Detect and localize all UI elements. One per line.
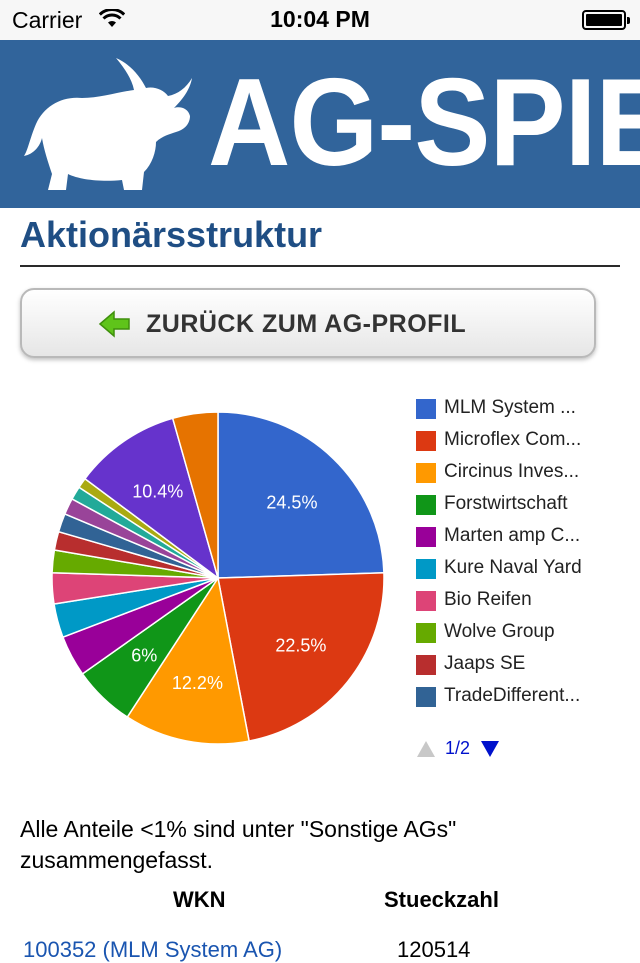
- legend-swatch: [416, 623, 436, 643]
- bull-logo-icon: [24, 58, 192, 190]
- legend-label: Wolve Group: [444, 621, 555, 642]
- legend-item[interactable]: Microflex Com...: [416, 429, 640, 461]
- legend-item[interactable]: Forstwirtschaft: [416, 493, 640, 525]
- legend-item[interactable]: Bio Reifen: [416, 589, 640, 621]
- legend-swatch: [416, 527, 436, 547]
- legend-label: Circinus Inves...: [444, 461, 580, 482]
- table-header-count: Stueckzahl: [384, 887, 499, 912]
- pie-slice-label-2: 12.2%: [172, 673, 223, 693]
- triangle-down-icon[interactable]: [480, 739, 500, 759]
- legend-label: Marten amp C...: [444, 525, 581, 546]
- legend-swatch: [416, 655, 436, 675]
- legend-label: Jaaps SE: [444, 653, 526, 674]
- legend-item[interactable]: Jaaps SE: [416, 653, 640, 685]
- table-row-count: 120514: [397, 937, 471, 962]
- legend-item[interactable]: TradeDifferent...: [416, 685, 640, 717]
- arrow-left-icon: [98, 310, 130, 338]
- pie-slice-13[interactable]: [83, 417, 220, 580]
- table-row-wkn-link[interactable]: 100352 (MLM System AG): [23, 937, 283, 962]
- logo-text: AG-SPIEL: [208, 54, 640, 192]
- legend-label: TradeDifferent...: [444, 685, 581, 706]
- legend-item[interactable]: Marten amp C...: [416, 525, 640, 557]
- legend-page-indicator: 1/2: [445, 738, 471, 758]
- pie-slice-0[interactable]: [217, 411, 385, 579]
- pie-slice-label-0: 24.5%: [266, 493, 317, 513]
- triangle-up-icon[interactable]: [416, 739, 436, 759]
- legend-label: MLM System ...: [444, 397, 576, 418]
- page-title: Aktionärsstruktur: [20, 214, 323, 255]
- pie-slice-label-13: 10.4%: [132, 482, 183, 502]
- legend-pager: 1/2: [416, 737, 536, 763]
- threshold-note: Alle Anteile <1% sind unter "Sonstige AG…: [20, 816, 457, 873]
- pie-slice-14[interactable]: [171, 411, 219, 579]
- legend-swatch: [416, 495, 436, 515]
- pie-slice-label-1: 22.5%: [275, 635, 326, 655]
- legend-item[interactable]: Wolve Group: [416, 621, 640, 653]
- legend-label: Forstwirtschaft: [444, 493, 568, 514]
- legend-item[interactable]: Kure Naval Yard: [416, 557, 640, 589]
- table-header-wkn: WKN: [173, 887, 226, 912]
- legend-label: Microflex Com...: [444, 429, 582, 450]
- pie-slice-label-3: 6%: [131, 646, 157, 666]
- status-bar: Carrier 10:04 PM: [0, 0, 640, 40]
- wifi-icon: [99, 9, 125, 27]
- pie-slice-2[interactable]: [126, 576, 250, 745]
- shareholder-pie-chart: 24.5% 22.5% 12.2% 6% 10.4%: [51, 411, 385, 745]
- pie-slice-1[interactable]: [217, 572, 385, 742]
- carrier-label: Carrier: [12, 7, 83, 33]
- legend-swatch: [416, 559, 436, 579]
- legend-swatch: [416, 431, 436, 451]
- legend-swatch: [416, 463, 436, 483]
- app-banner: AG-SPIEL: [0, 40, 640, 208]
- legend-swatch: [416, 687, 436, 707]
- battery-icon: [582, 10, 630, 30]
- back-to-profile-button[interactable]: ZURÜCK ZUM AG-PROFIL: [20, 288, 596, 358]
- legend-label: Bio Reifen: [444, 589, 532, 610]
- legend-item[interactable]: Circinus Inves...: [416, 461, 640, 493]
- clock: 10:04 PM: [270, 6, 370, 32]
- legend-swatch: [416, 399, 436, 419]
- legend-label: Kure Naval Yard: [444, 557, 582, 578]
- title-divider: [20, 265, 620, 267]
- legend-swatch: [416, 591, 436, 611]
- chart-legend: MLM System ... Microflex Com... Circinus I…: [416, 397, 640, 717]
- back-button-label: ZURÜCK ZUM AG-PROFIL: [146, 310, 467, 338]
- legend-item[interactable]: MLM System ...: [416, 397, 640, 429]
